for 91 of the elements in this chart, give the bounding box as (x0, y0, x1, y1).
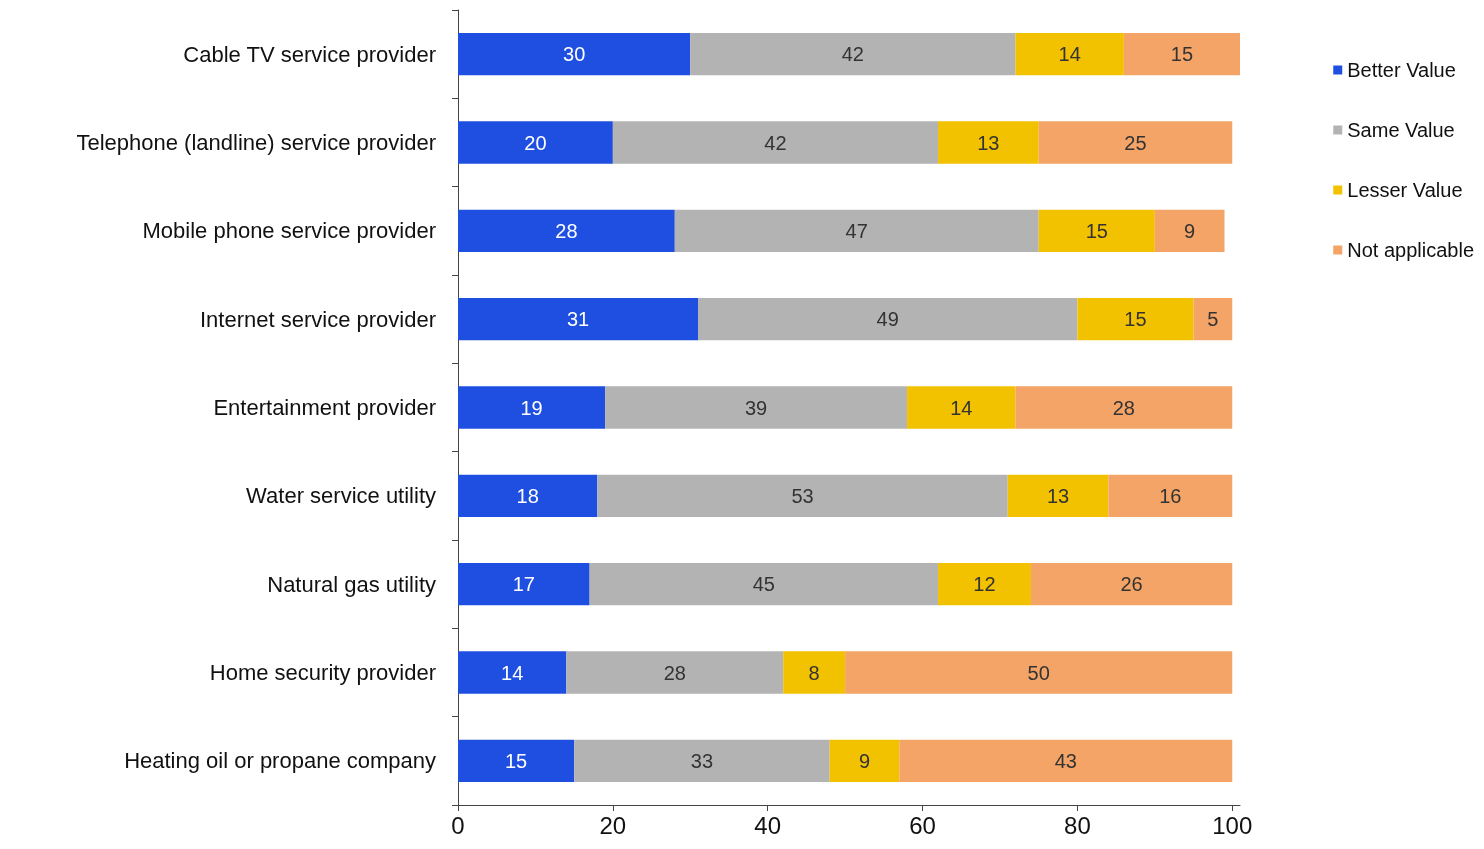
data-label: 25 (1124, 131, 1147, 154)
bar (589, 562, 939, 606)
data-label: 13 (977, 131, 1000, 154)
legend-label: Lesser Value (1347, 179, 1463, 201)
data-label: 14 (950, 396, 973, 419)
data-label: 47 (845, 219, 868, 242)
data-label: 12 (973, 573, 996, 596)
y-tick-label: Natural gas utility (267, 571, 436, 597)
bar (458, 297, 699, 341)
bar (1193, 297, 1233, 341)
data-label: 42 (764, 131, 787, 154)
data-label: 33 (690, 749, 714, 772)
data-label: 30 (563, 43, 586, 66)
bar (1038, 209, 1155, 253)
data-label: 50 (1027, 661, 1050, 684)
y-tick-label: Telephone (landline) service provider (76, 130, 436, 155)
data-label: 8 (808, 661, 820, 684)
bar (845, 651, 1233, 694)
bar (458, 474, 598, 518)
legend-label: Same Value (1347, 119, 1455, 141)
data-label: 15 (504, 749, 528, 772)
bar (829, 739, 900, 783)
data-label: 14 (501, 661, 524, 684)
bar (605, 386, 908, 429)
bar (1038, 121, 1233, 164)
data-label: 28 (555, 219, 578, 242)
data-label: 15 (1124, 308, 1147, 331)
bar (1015, 386, 1233, 429)
bar (938, 121, 1039, 164)
data-label: 14 (1058, 43, 1081, 66)
x-tick-label: 0 (451, 811, 465, 839)
data-label: 31 (566, 308, 590, 331)
data-label: 9 (858, 749, 871, 772)
data-label: 28 (1112, 396, 1135, 419)
data-label: 26 (1120, 573, 1143, 596)
bar (698, 297, 1078, 341)
y-tick-label: Cable TV service provider (183, 41, 436, 67)
x-tick-label: 40 (754, 811, 782, 839)
data-label: 45 (752, 573, 775, 596)
bar (899, 739, 1233, 783)
legend-label: Not applicable (1347, 239, 1474, 261)
data-label: 39 (744, 396, 768, 419)
y-tick-label: Mobile phone service provider (142, 218, 436, 244)
bar (674, 209, 1039, 253)
bar (938, 562, 1031, 606)
bar (458, 209, 675, 253)
data-label: 28 (663, 661, 686, 684)
y-tick-label: Heating oil or propane company (124, 748, 436, 774)
data-label: 53 (791, 484, 814, 507)
bar (1030, 562, 1233, 606)
bar (1077, 297, 1194, 341)
legend-label: Better Value (1347, 59, 1456, 81)
data-label: 16 (1159, 484, 1182, 507)
x-tick-label: 100 (1212, 811, 1253, 839)
bar (458, 32, 691, 76)
bar (783, 651, 846, 694)
x-tick-label: 20 (599, 811, 627, 839)
bar (690, 32, 1016, 76)
data-label: 49 (876, 308, 899, 331)
bar (597, 474, 1008, 518)
y-tick-label: Internet service provider (200, 306, 436, 332)
y-tick-label: Entertainment provider (213, 395, 436, 420)
y-tick-label: Home security provider (209, 660, 436, 685)
bar (458, 651, 567, 694)
bar (1015, 32, 1124, 76)
bar (907, 386, 1016, 429)
bar (1007, 474, 1109, 518)
bar (458, 386, 606, 429)
data-label: 15 (1085, 219, 1108, 242)
data-label: 5 (1207, 308, 1219, 331)
bar (1123, 32, 1240, 76)
data-label: 18 (516, 484, 539, 507)
data-label: 13 (1046, 484, 1070, 507)
x-tick-label: 60 (909, 811, 936, 839)
data-label: 17 (512, 573, 535, 596)
data-label: 42 (841, 43, 864, 66)
data-label: 19 (520, 396, 543, 419)
x-tick-label: 80 (1064, 811, 1091, 839)
bar (612, 121, 939, 164)
bar (1154, 209, 1225, 253)
bar (1108, 474, 1233, 518)
bar (458, 121, 613, 164)
y-tick-label: Water service utility (246, 483, 436, 509)
bar (458, 562, 590, 606)
data-label: 43 (1054, 749, 1077, 772)
bar (574, 739, 830, 783)
bar (566, 651, 784, 694)
data-label: 20 (524, 131, 547, 154)
bar (458, 739, 575, 783)
data-label: 9 (1184, 219, 1196, 242)
data-label: 15 (1170, 43, 1194, 66)
